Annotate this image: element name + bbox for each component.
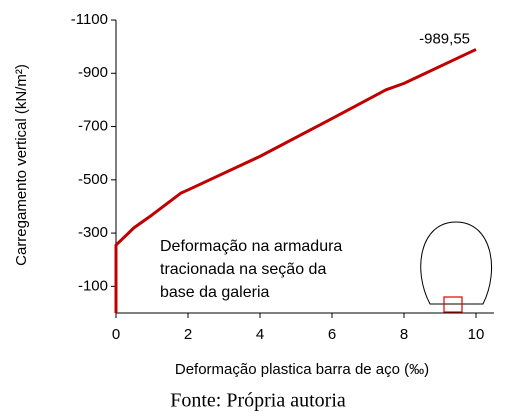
inset-text: base da galeria (160, 284, 270, 301)
x-tick-label: 8 (400, 326, 408, 343)
caption: Fonte: Própria autoria (170, 390, 346, 412)
y-tick-label: -300 (78, 224, 108, 241)
section-marker (443, 296, 463, 313)
y-axis-label: Carregamento vertical (kN/m²) (13, 64, 30, 266)
y-tick-label: -1100 (71, 11, 108, 28)
x-tick-label: 6 (328, 326, 336, 343)
data-line (114, 48, 477, 313)
data-label: -989,55 (419, 30, 470, 47)
x-tick-label: 0 (112, 326, 120, 343)
y-tick-label: -900 (78, 64, 108, 81)
x-tick-label: 2 (184, 326, 192, 343)
y-tick-label: -700 (78, 118, 108, 135)
x-tick-label: 10 (468, 326, 485, 343)
x-axis-label: Deformação plastica barra de aço (‰) (175, 361, 429, 378)
y-tick-label: -500 (78, 171, 108, 188)
inset-text: Deformação na armadura (160, 238, 342, 255)
inset-text: tracionada na seção da (160, 261, 326, 278)
y-tick-label: -100 (78, 277, 108, 294)
gallery-outline (420, 221, 493, 305)
x-tick-label: 4 (256, 326, 264, 343)
